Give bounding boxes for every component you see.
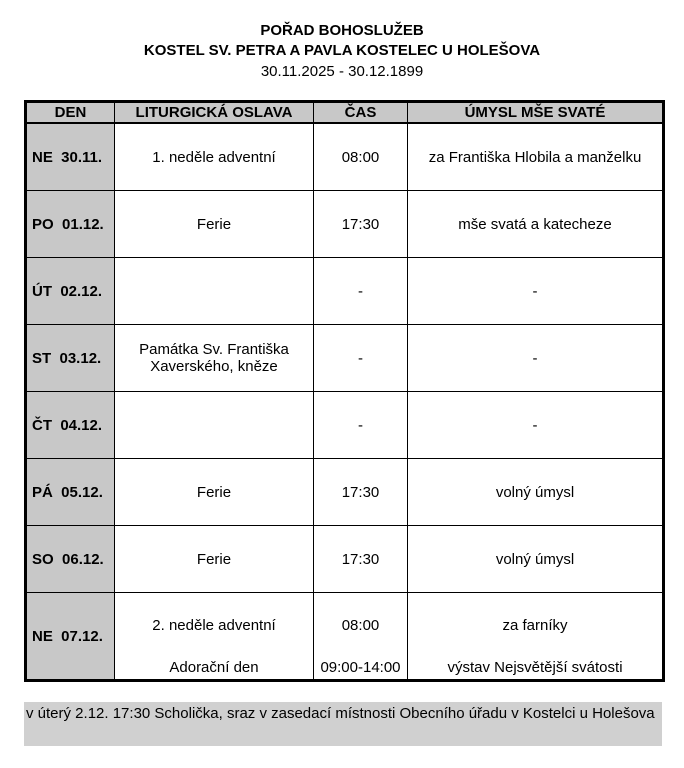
time-cell: - xyxy=(313,324,408,392)
intention-cell: - xyxy=(407,257,664,325)
celebration-cell xyxy=(114,391,314,459)
day-cell: PO 01.12. xyxy=(25,190,115,258)
day-cell: ČT 04.12. xyxy=(25,391,115,459)
day-cell: ÚT 02.12. xyxy=(25,257,115,325)
time-cell: - xyxy=(313,257,408,325)
time-line: 08:00 xyxy=(341,617,380,634)
time-cell: 17:30 xyxy=(313,190,408,258)
time-cell: 17:30 xyxy=(313,458,408,526)
celebration-line: 2. neděle adventní xyxy=(152,617,276,634)
time-line: 09:00-14:00 xyxy=(320,659,401,676)
header-intention: ÚMYSL MŠE SVATÉ xyxy=(407,101,664,124)
celebration-cell: Ferie xyxy=(114,190,314,258)
celebration-line: Adorační den xyxy=(169,659,259,676)
time-cell: 17:30 xyxy=(313,525,408,593)
table-row: PO 01.12. Ferie 17:30 mše svatá a katecheze xyxy=(25,190,664,258)
intention-cell: volný úmysl xyxy=(407,525,664,593)
intention-line: výstav Nejsvětější svátosti xyxy=(447,659,623,676)
time-cell: 08:00 09:00-14:00 xyxy=(313,592,408,681)
table-row: NE 07.12. 2. neděle adventní Adorační den… xyxy=(25,592,664,681)
table-row: ÚT 02.12. - - xyxy=(25,257,664,325)
day-cell: ST 03.12. xyxy=(25,324,115,392)
celebration-cell xyxy=(114,257,314,325)
intention-cell: za Františka Hlobila a manželku xyxy=(407,122,664,191)
schedule-table: DEN LITURGICKÁ OSLAVA ČAS ÚMYSL MŠE SVAT… xyxy=(24,100,665,682)
table-row: ČT 04.12. - - xyxy=(25,391,664,459)
celebration-cell: Památka Sv. Františka Xaverského, kněze xyxy=(114,324,314,392)
table-row: ST 03.12. Památka Sv. Františka Xaverskéh… xyxy=(25,324,664,392)
header-day: DEN xyxy=(25,101,115,124)
table-row: PÁ 05.12. Ferie 17:30 volný úmysl xyxy=(25,458,664,526)
intention-cell: mše svatá a katecheze xyxy=(407,190,664,258)
announcement-note: v úterý 2.12. 17:30 Scholička, sraz v za… xyxy=(24,702,662,746)
page-title: POŘAD BOHOSLUŽEB xyxy=(260,22,424,39)
intention-cell: za farníky výstav Nejsvětější svátosti xyxy=(407,592,664,681)
header-celebration: LITURGICKÁ OSLAVA xyxy=(114,101,314,124)
table-row: NE 30.11. 1. neděle adventní 08:00 za Frant… xyxy=(25,122,664,191)
header-time: ČAS xyxy=(313,101,408,124)
table-header-row: DEN LITURGICKÁ OSLAVA ČAS ÚMYSL MŠE SVAT… xyxy=(25,101,664,124)
celebration-cell: Ferie xyxy=(114,525,314,593)
time-cell: 08:00 xyxy=(313,122,408,191)
intention-line: za farníky xyxy=(502,617,568,634)
intention-cell: - xyxy=(407,391,664,459)
date-range: 30.11.2025 - 30.12.1899 xyxy=(260,63,424,80)
celebration-cell: 1. neděle adventní xyxy=(114,122,314,191)
day-cell: SO 06.12. xyxy=(25,525,115,593)
day-cell: NE 30.11. xyxy=(25,122,115,191)
intention-cell: volný úmysl xyxy=(407,458,664,526)
time-cell: - xyxy=(313,391,408,459)
table-row: SO 06.12. Ferie 17:30 volný úmysl xyxy=(25,525,664,593)
celebration-cell: Ferie xyxy=(114,458,314,526)
day-cell: NE 07.12. xyxy=(25,592,115,681)
celebration-cell: 2. neděle adventní Adorační den xyxy=(114,592,314,681)
intention-cell: - xyxy=(407,324,664,392)
church-name: KOSTEL SV. PETRA A PAVLA KOSTELEC U HOLE… xyxy=(143,42,541,59)
day-cell: PÁ 05.12. xyxy=(25,458,115,526)
